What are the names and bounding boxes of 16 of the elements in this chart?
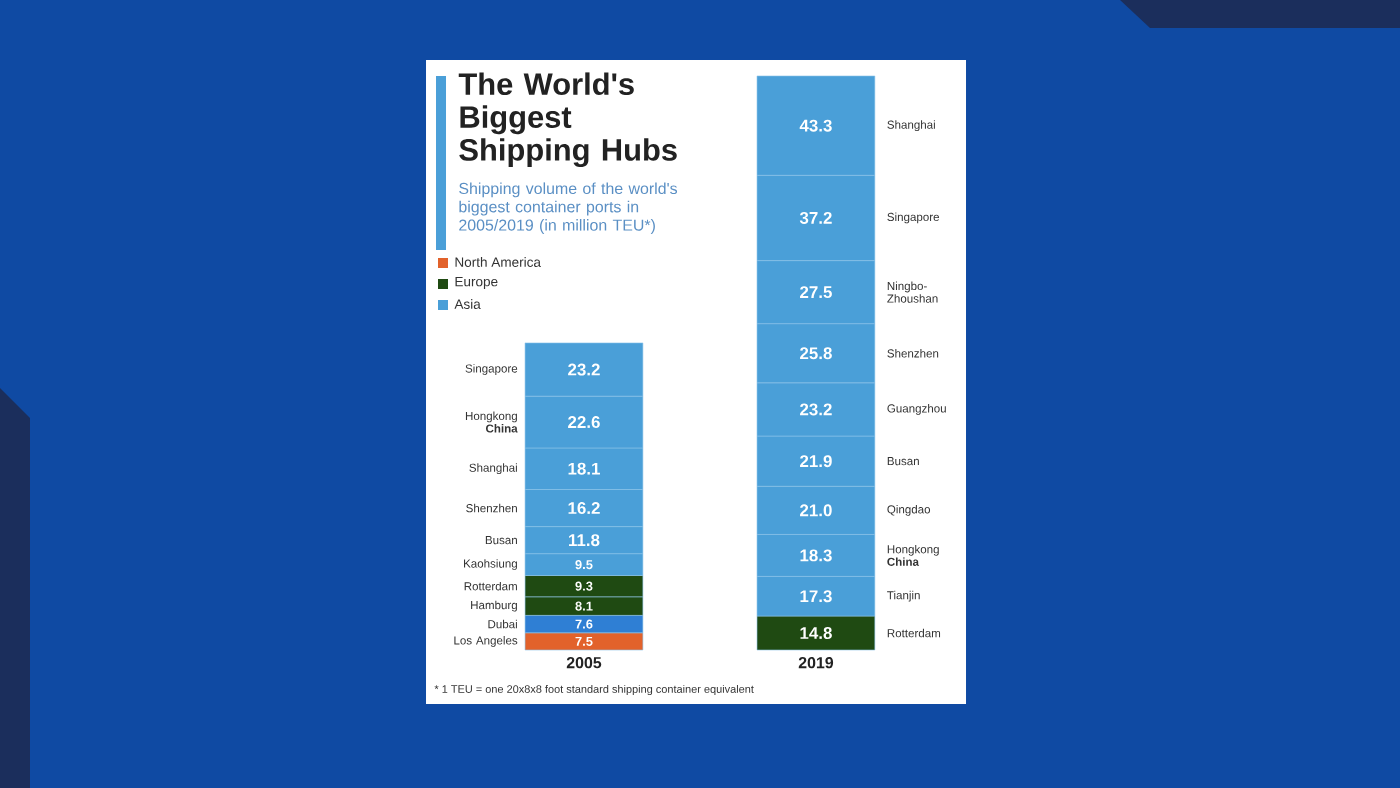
data-label: 11.8 bbox=[569, 534, 600, 547]
data-label: 22.6 bbox=[568, 416, 600, 429]
data-label: 23.2 bbox=[800, 403, 832, 416]
data-label: 16.2 bbox=[568, 502, 600, 515]
data-label: 21.0 bbox=[800, 504, 832, 517]
data-label: 23.2 bbox=[568, 363, 600, 376]
data-label: 18.3 bbox=[800, 549, 832, 562]
data-label: 21.9 bbox=[800, 455, 832, 468]
data-label: 25.8 bbox=[800, 347, 832, 360]
data-label: 37.2 bbox=[799, 211, 832, 224]
data-label: 27.5 bbox=[800, 286, 832, 299]
data-label: 18.1 bbox=[568, 462, 600, 475]
data-label: 14.8 bbox=[800, 627, 832, 640]
data-label: 17.3 bbox=[800, 590, 832, 603]
data-label: 43.3 bbox=[799, 119, 832, 132]
text: The World's Biggest Shipping Hubs bbox=[458, 72, 677, 168]
